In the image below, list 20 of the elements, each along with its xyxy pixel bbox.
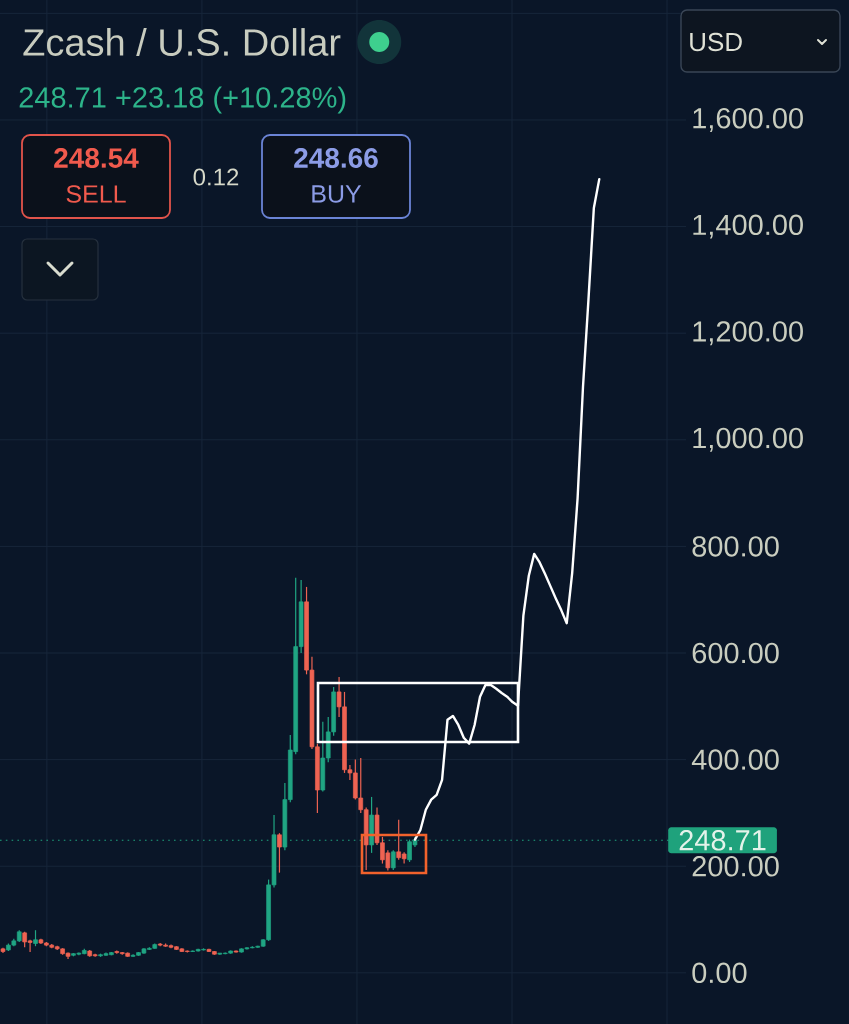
annotation: SELL [66,185,126,203]
annotation: BUY [312,185,362,203]
ref-line-label: 248.71 [679,830,766,851]
y-tick-label: 600.00 [692,642,779,664]
annotation: 248.66 [294,148,378,168]
y-tick-label: 1,200.00 [693,321,803,346]
y-tick-label: 1,600.00 [693,107,803,132]
candlestick [277,832,282,874]
candlestick [390,849,396,871]
y-tick-label: 0.00 [692,962,747,984]
annotation: 248.54 [54,148,139,168]
y-tick-label: 200.00 [692,855,779,877]
y-tick-label: 1,400.00 [693,214,803,239]
text: Zcash / U.S. Dollar [23,28,341,56]
text: USD [690,32,742,52]
annotation: 0.12 [193,168,239,186]
y-tick-label: 400.00 [691,749,779,770]
text: 248.71 +23.18 (+10.28%) [19,86,346,114]
y-tick-label: 1,000.00 [693,427,803,452]
y-tick-label: 800.00 [692,536,779,557]
